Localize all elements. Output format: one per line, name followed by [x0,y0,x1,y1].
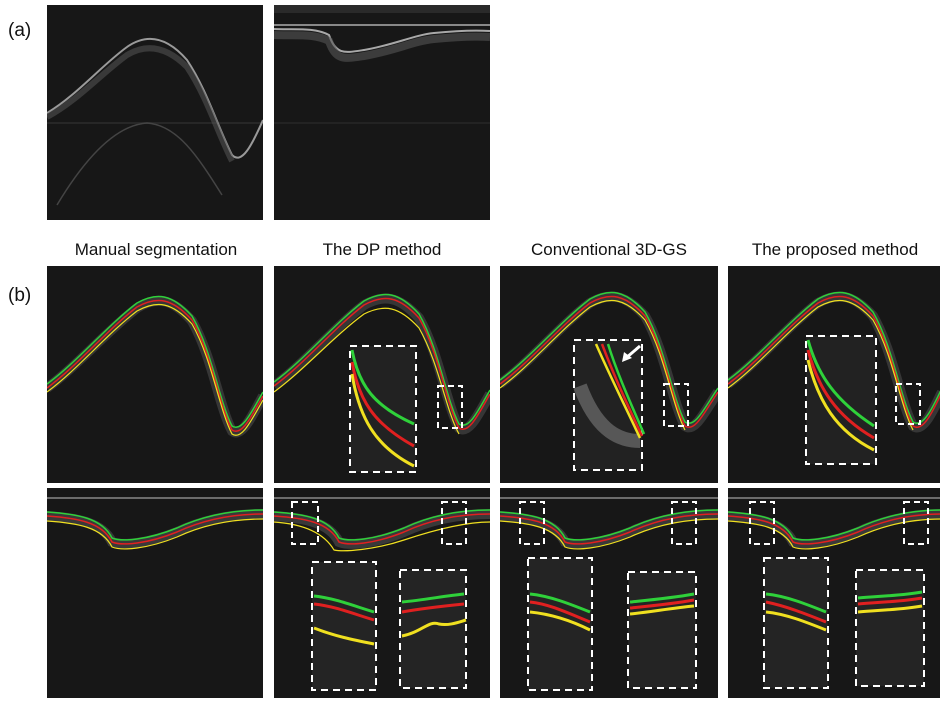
inset-source-box [749,501,775,545]
oct-image-a2 [274,5,490,220]
row-b-label: (b) [8,285,32,306]
inset-source-box [903,501,929,545]
oct-dp-1 [274,266,490,483]
inset-source-box [519,501,545,545]
inset-box [763,557,829,689]
inset-box [627,571,697,689]
column-title-3dgs: Conventional 3D-GS [531,240,687,259]
inset-box [855,569,925,687]
inset-box [527,557,593,691]
inset-source-box [291,501,319,545]
inset-source-box [437,385,463,429]
arrow-icon [622,344,641,362]
oct-proposed-2 [728,488,940,698]
column-title-manual: Manual segmentation [74,240,238,259]
column-title-proposed: The proposed method [751,240,919,259]
oct-manual-2 [47,488,263,698]
column-title-dp: The DP method [322,240,442,259]
inset-source-box [663,383,689,427]
oct-manual-1 [47,266,263,483]
oct-image-a1 [47,5,263,220]
oct-proposed-1 [728,266,940,483]
inset-box [399,569,467,689]
inset-source-box [895,383,921,425]
inset-box [311,561,377,691]
inset-source-box [441,501,467,545]
row-a-label: (a) [8,20,32,41]
inset-source-box [671,501,697,545]
oct-dp-2 [274,488,490,698]
oct-3dgs-1 [500,266,718,483]
oct-3dgs-2 [500,488,718,698]
